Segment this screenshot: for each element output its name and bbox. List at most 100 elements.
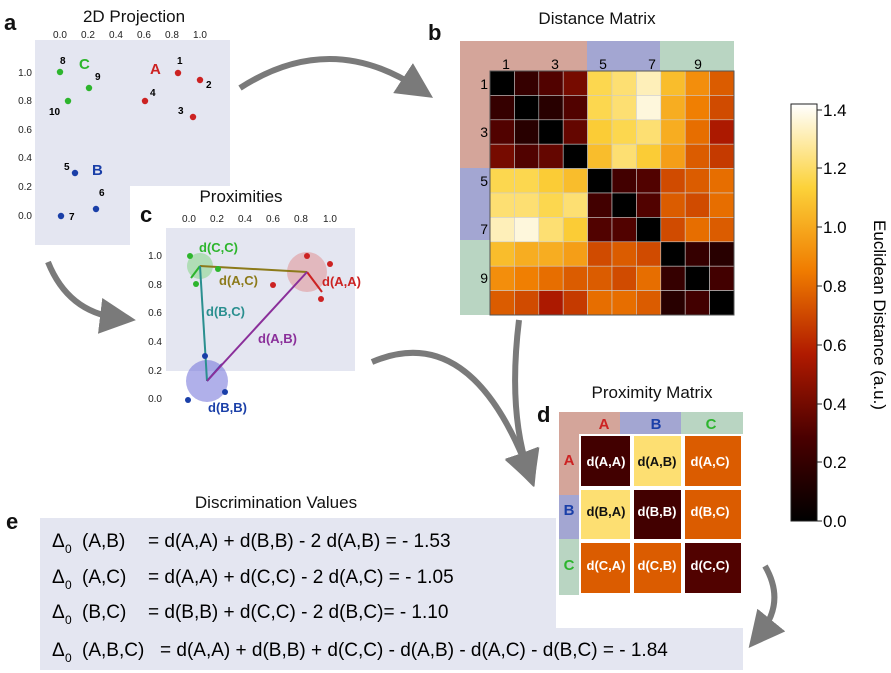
point (92, 205, 100, 213)
distance-matrix-frame (489, 70, 735, 316)
panel-a-points (56, 68, 204, 220)
x-tick: 0.0 (182, 214, 196, 225)
heatmap-cell (660, 290, 686, 316)
heatmap-cell (611, 265, 637, 291)
heatmap-cell (684, 119, 710, 145)
col-label: 3 (551, 56, 559, 72)
x-tick: 1.0 (193, 30, 207, 41)
header-band-b (587, 41, 660, 71)
group-label-c: C (79, 56, 90, 73)
point (270, 282, 276, 288)
heatmap-cell (709, 168, 735, 194)
point (196, 76, 204, 84)
equation-rhs: = d(A,A) + d(B,B) + d(C,C) - d(A,B) - d(… (160, 640, 668, 661)
heatmap-cell (587, 217, 613, 243)
arrow-a-to-b (238, 56, 434, 98)
point-label: 10 (49, 107, 61, 118)
heatmap-cell (538, 168, 564, 194)
heatmap-cell (587, 95, 613, 121)
edge-label-d-a-b: d(A,B) (258, 331, 297, 346)
colorbar-tick-label: 0.0 (823, 512, 847, 531)
heatmap-cell (611, 192, 637, 218)
equation-lhs: (A,B) (82, 531, 125, 552)
colorbar-tick-label: 1.4 (823, 101, 847, 120)
heatmap-cell (636, 95, 662, 121)
row-label: 9 (480, 270, 488, 286)
heatmap-cell (538, 143, 564, 169)
heatmap-cell (611, 143, 637, 169)
header-band-a (559, 412, 620, 434)
x-tick: 0.6 (266, 214, 280, 225)
heatmap-cell (709, 70, 735, 96)
heatmap-cell (514, 241, 540, 267)
point (215, 266, 221, 272)
arrow-d-to-e (748, 564, 786, 648)
proximity-matrix-cell-labels: d(A,A) d(A,B) d(A,C) d(B,A) d(B,B) d(B,C… (587, 454, 730, 573)
heatmap-cell (489, 290, 515, 316)
heatmap-cell (587, 265, 613, 291)
heatmap-cell (514, 192, 540, 218)
edge-label-d-b-b: d(B,B) (208, 400, 247, 415)
heatmap-cell (709, 192, 735, 218)
equation-4: Δ 0 (A,B,C) = d(A,A) + d(B,B) + d(C,C) -… (52, 640, 668, 665)
header-band-a (460, 41, 587, 71)
proximity-cell-label: d(C,A) (587, 558, 626, 573)
row-label: 3 (480, 124, 488, 140)
delta-subscript: 0 (65, 578, 72, 592)
x-tick: 0.8 (294, 214, 308, 225)
point-label: 2 (206, 80, 212, 91)
panel-d: d Proximity Matrix A B C A B C d(A,A) d(… (537, 383, 743, 595)
panel-b-letter: b (428, 20, 441, 45)
heatmap-cell (684, 217, 710, 243)
colorbar-tick-label: 1.2 (823, 159, 847, 178)
panel-c-plot-area (166, 228, 355, 371)
header-band-c (681, 412, 743, 434)
heatmap-cell (514, 143, 540, 169)
col-label: 7 (648, 56, 656, 72)
y-tick: 1.0 (18, 68, 32, 79)
col-header-a: A (599, 416, 610, 433)
heatmap-cell (514, 168, 540, 194)
heatmap-cell (709, 265, 735, 291)
y-tick: 0.0 (18, 211, 32, 222)
point (202, 353, 208, 359)
heatmap-cell (660, 217, 686, 243)
proximity-cell-label: d(C,C) (691, 558, 730, 573)
y-tick: 0.6 (148, 308, 162, 319)
heatmap-cell (684, 143, 710, 169)
y-tick: 1.0 (148, 251, 162, 262)
heatmap-cell (684, 290, 710, 316)
heatmap-cell (709, 241, 735, 267)
point (71, 169, 79, 177)
heatmap-cell (660, 143, 686, 169)
heatmap-cell (611, 168, 637, 194)
heatmap-cell (709, 119, 735, 145)
radius-a (306, 271, 323, 293)
edge-label-d-a-c: d(A,C) (219, 273, 258, 288)
delta-subscript: 0 (65, 651, 72, 665)
edge-a-b (206, 271, 308, 382)
heatmap-cell (709, 217, 735, 243)
heatmap-cell (709, 290, 735, 316)
col-label: 9 (694, 56, 702, 72)
x-tick: 0.0 (53, 30, 67, 41)
row-header-a: A (564, 452, 575, 469)
row-band-b (460, 168, 490, 240)
heatmap-cell (562, 290, 588, 316)
panel-a-point-labels: 8 9 10 5 6 7 1 2 4 3 (49, 56, 212, 223)
heatmap-cell (489, 70, 515, 96)
heatmap-cell (489, 241, 515, 267)
x-tick: 0.4 (109, 30, 123, 41)
equation-lhs: (A,B,C) (82, 640, 144, 661)
panel-a-title: 2D Projection (83, 7, 185, 26)
colorbar-ticks: 1.4 1.2 1.0 0.8 0.6 0.4 0.2 0.0 (817, 101, 847, 531)
proximity-cell-label: d(A,B) (638, 454, 677, 469)
heatmap-cell (538, 265, 564, 291)
distance-matrix-cells (489, 70, 735, 316)
panel-e: e Discrimination Values Δ 0 (A,B) = d(A,… (6, 493, 743, 670)
y-tick: 0.4 (18, 153, 32, 164)
edge-label-d-c-c: d(C,C) (199, 240, 238, 255)
heatmap-cell (636, 265, 662, 291)
heatmap-cell (636, 143, 662, 169)
